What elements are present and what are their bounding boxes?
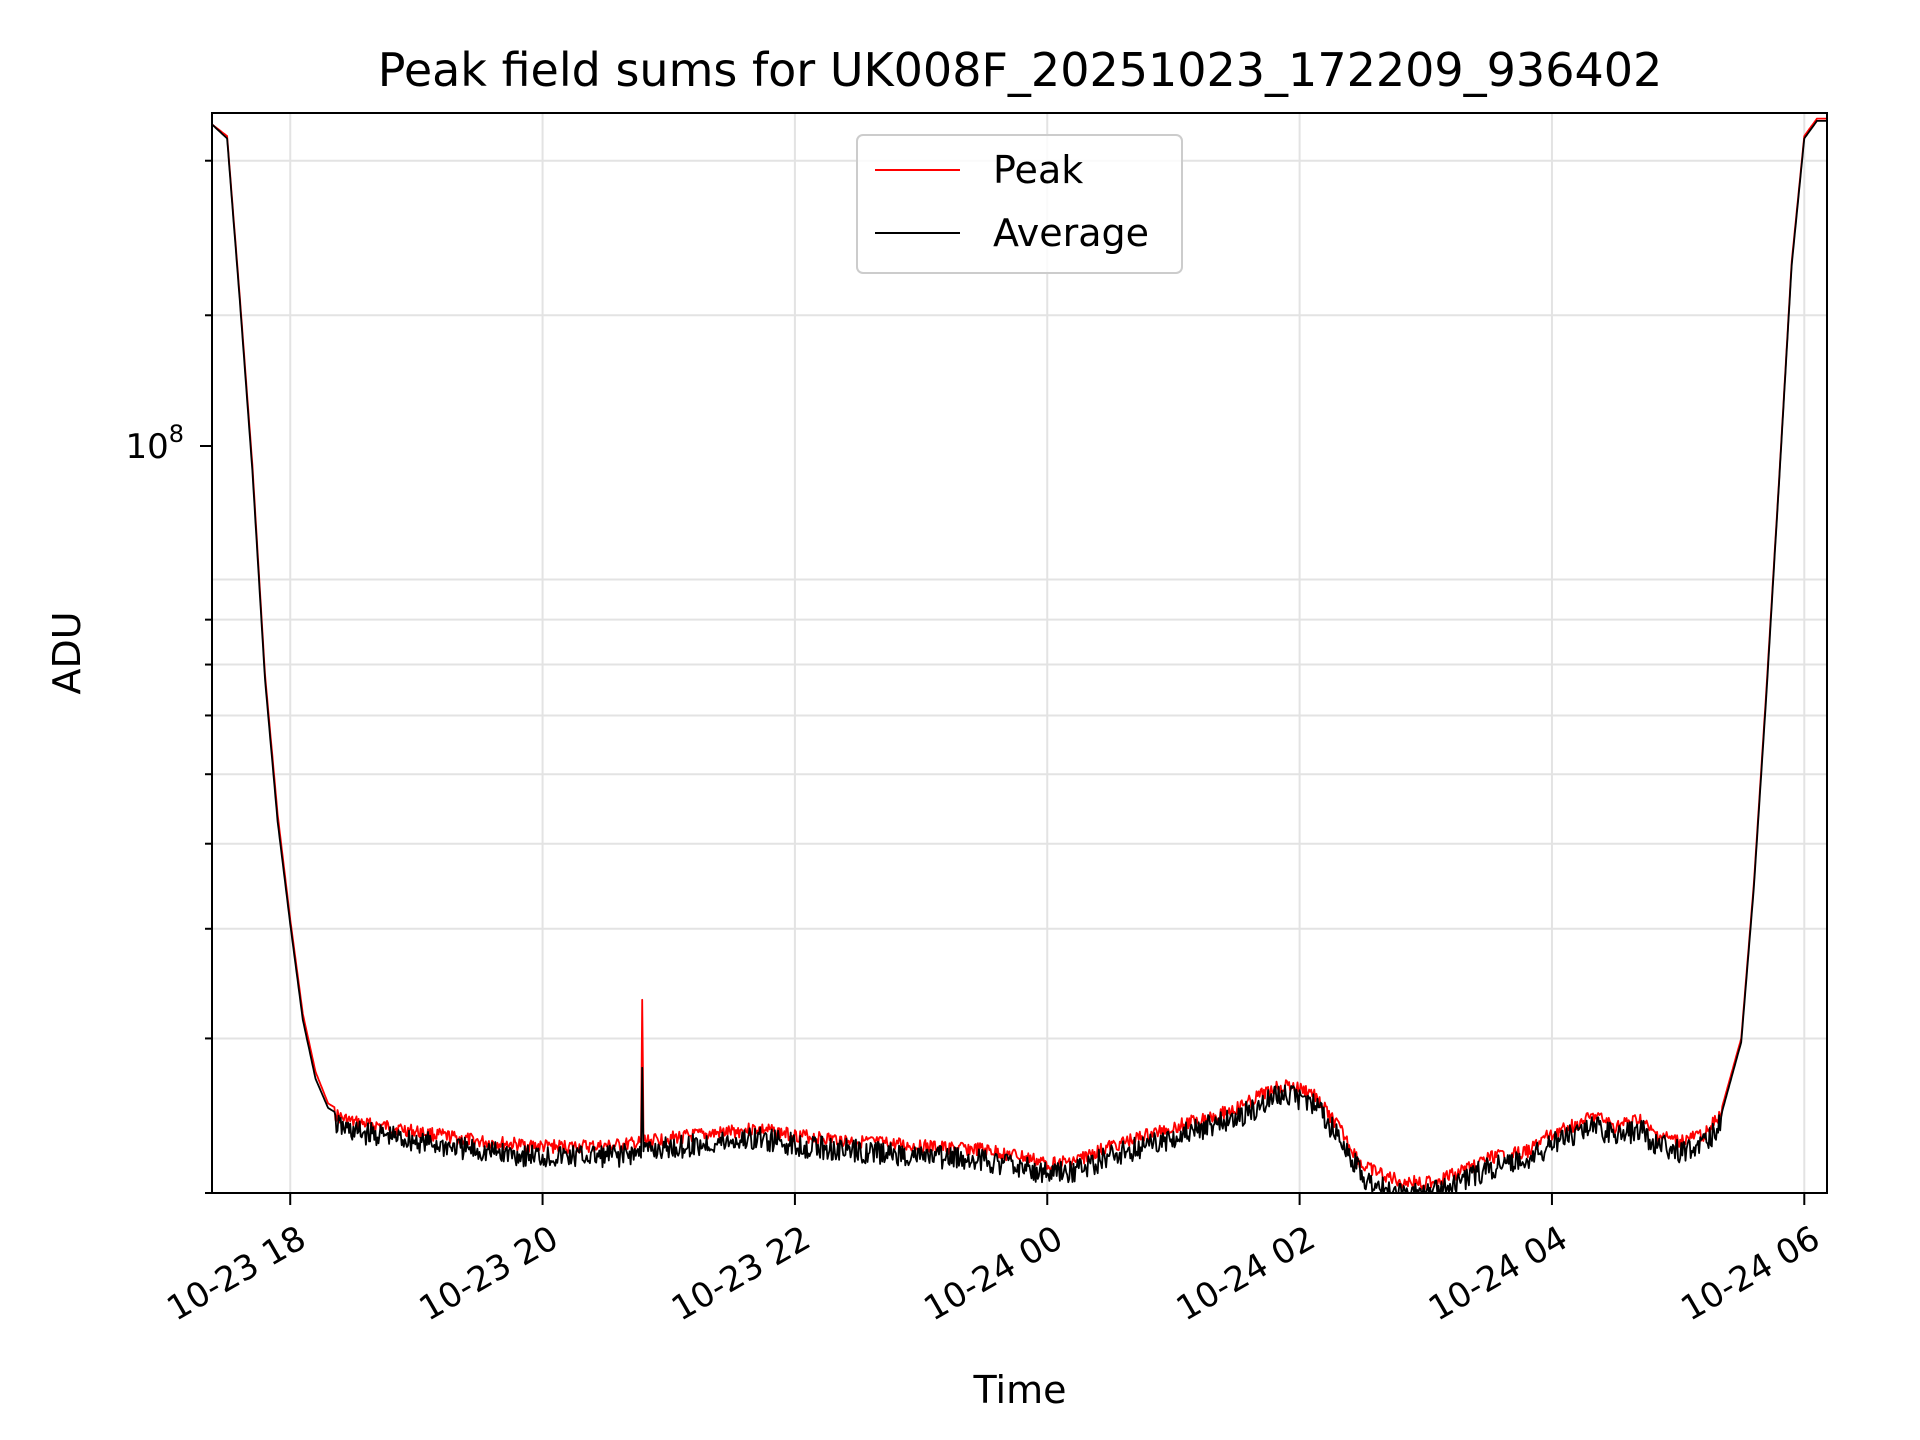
series-line-average [211, 120, 1827, 1194]
y-axis-label: ADU [45, 611, 89, 694]
legend: Peak Average [856, 134, 1183, 274]
legend-label-peak: Peak [993, 148, 1083, 192]
y-tick-exponent: 8 [169, 420, 184, 448]
legend-label-average: Average [993, 211, 1149, 255]
y-major-tick-label: 108 [125, 420, 212, 467]
y-minor-ticks [205, 159, 212, 1194]
svg-text:108: 108 [125, 420, 184, 467]
plot-frame [211, 112, 1828, 1194]
series-line-peak [211, 117, 1827, 1191]
x-axis-label: Time [973, 1368, 1067, 1412]
y-tick-base: 10 [125, 427, 168, 467]
chart-title: Peak field sums for UK008F_20251023_1722… [378, 43, 1663, 97]
series-layer [211, 117, 1827, 1194]
